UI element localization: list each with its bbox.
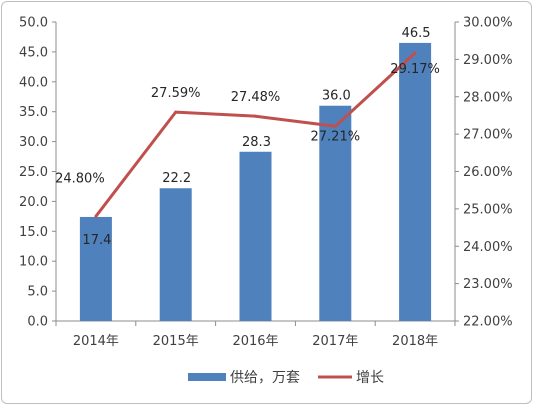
y-left-tick-label: 45.0 — [19, 45, 48, 60]
y-right-tick-label: 26.00% — [463, 165, 513, 180]
bar-series — [79, 42, 432, 322]
y-left-tick-label: 10.0 — [19, 255, 48, 270]
growth-value-label: 24.80% — [55, 171, 105, 186]
growth-point — [413, 51, 417, 55]
y-left-tick-label: 35.0 — [19, 105, 48, 120]
y-right-tick-label: 29.00% — [463, 53, 513, 68]
y-left-tick-label: 40.0 — [19, 75, 48, 90]
bar — [79, 216, 112, 321]
y-right-tick-label: 22.00% — [463, 315, 513, 330]
y-left-tick-label: 5.0 — [27, 285, 48, 300]
data-labels: 17.4 22.2 28.3 36.0 46.5 24.80% 27.59% 27.48% 27… — [55, 26, 440, 248]
y-right-tick-label: 24.00% — [463, 240, 513, 255]
legend: 供给，万套 增长 — [188, 370, 384, 386]
line-series — [94, 51, 417, 218]
bar — [319, 105, 352, 321]
x-tick-label: 2014年 — [73, 334, 119, 349]
x-tick-label: 2018年 — [392, 334, 438, 349]
y-left-tick-label: 50.0 — [19, 16, 48, 31]
growth-value-label: 27.48% — [231, 90, 281, 105]
x-tick-label: 2015年 — [153, 334, 199, 349]
bar-value-label: 28.3 — [242, 135, 271, 150]
bar — [159, 188, 192, 321]
bar-value-label: 46.5 — [402, 26, 431, 41]
growth-point — [333, 124, 337, 128]
y-left-tick-label: 0.0 — [27, 315, 48, 330]
growth-value-label: 27.21% — [311, 129, 361, 144]
y-left-tick-label: 25.0 — [19, 165, 48, 180]
y-right-tick-label: 28.00% — [463, 90, 513, 105]
legend-label-bar: 供给，万套 — [230, 370, 300, 386]
y-right-tick-label: 27.00% — [463, 128, 513, 143]
growth-point — [94, 214, 98, 218]
growth-point — [254, 114, 257, 118]
growth-point — [174, 110, 178, 114]
growth-value-label: 29.17% — [390, 62, 440, 77]
y-right-tick-label: 23.00% — [463, 277, 513, 292]
y-left-tick-label: 30.0 — [19, 135, 48, 150]
y-right-tick-label: 25.00% — [463, 202, 513, 217]
legend-label-line: 增长 — [356, 370, 384, 386]
x-tick-label: 2017年 — [312, 334, 358, 349]
bar-value-label: 36.0 — [322, 89, 351, 104]
legend-swatch-bar — [188, 373, 226, 381]
y-left-tick-label: 15.0 — [19, 225, 48, 240]
axes: 0.0 5.0 10.0 15.0 20.0 25.0 30.0 35.0 40.0 45.0 50… — [19, 16, 513, 350]
bar — [239, 151, 272, 321]
bar — [399, 42, 432, 322]
bar-value-label: 22.2 — [162, 171, 191, 186]
growth-value-label: 27.59% — [151, 86, 201, 101]
y-right-tick-label: 30.00% — [463, 16, 513, 31]
bar-value-label: 17.4 — [82, 233, 111, 248]
y-left-tick-label: 20.0 — [19, 195, 48, 210]
x-tick-label: 2016年 — [232, 334, 278, 349]
